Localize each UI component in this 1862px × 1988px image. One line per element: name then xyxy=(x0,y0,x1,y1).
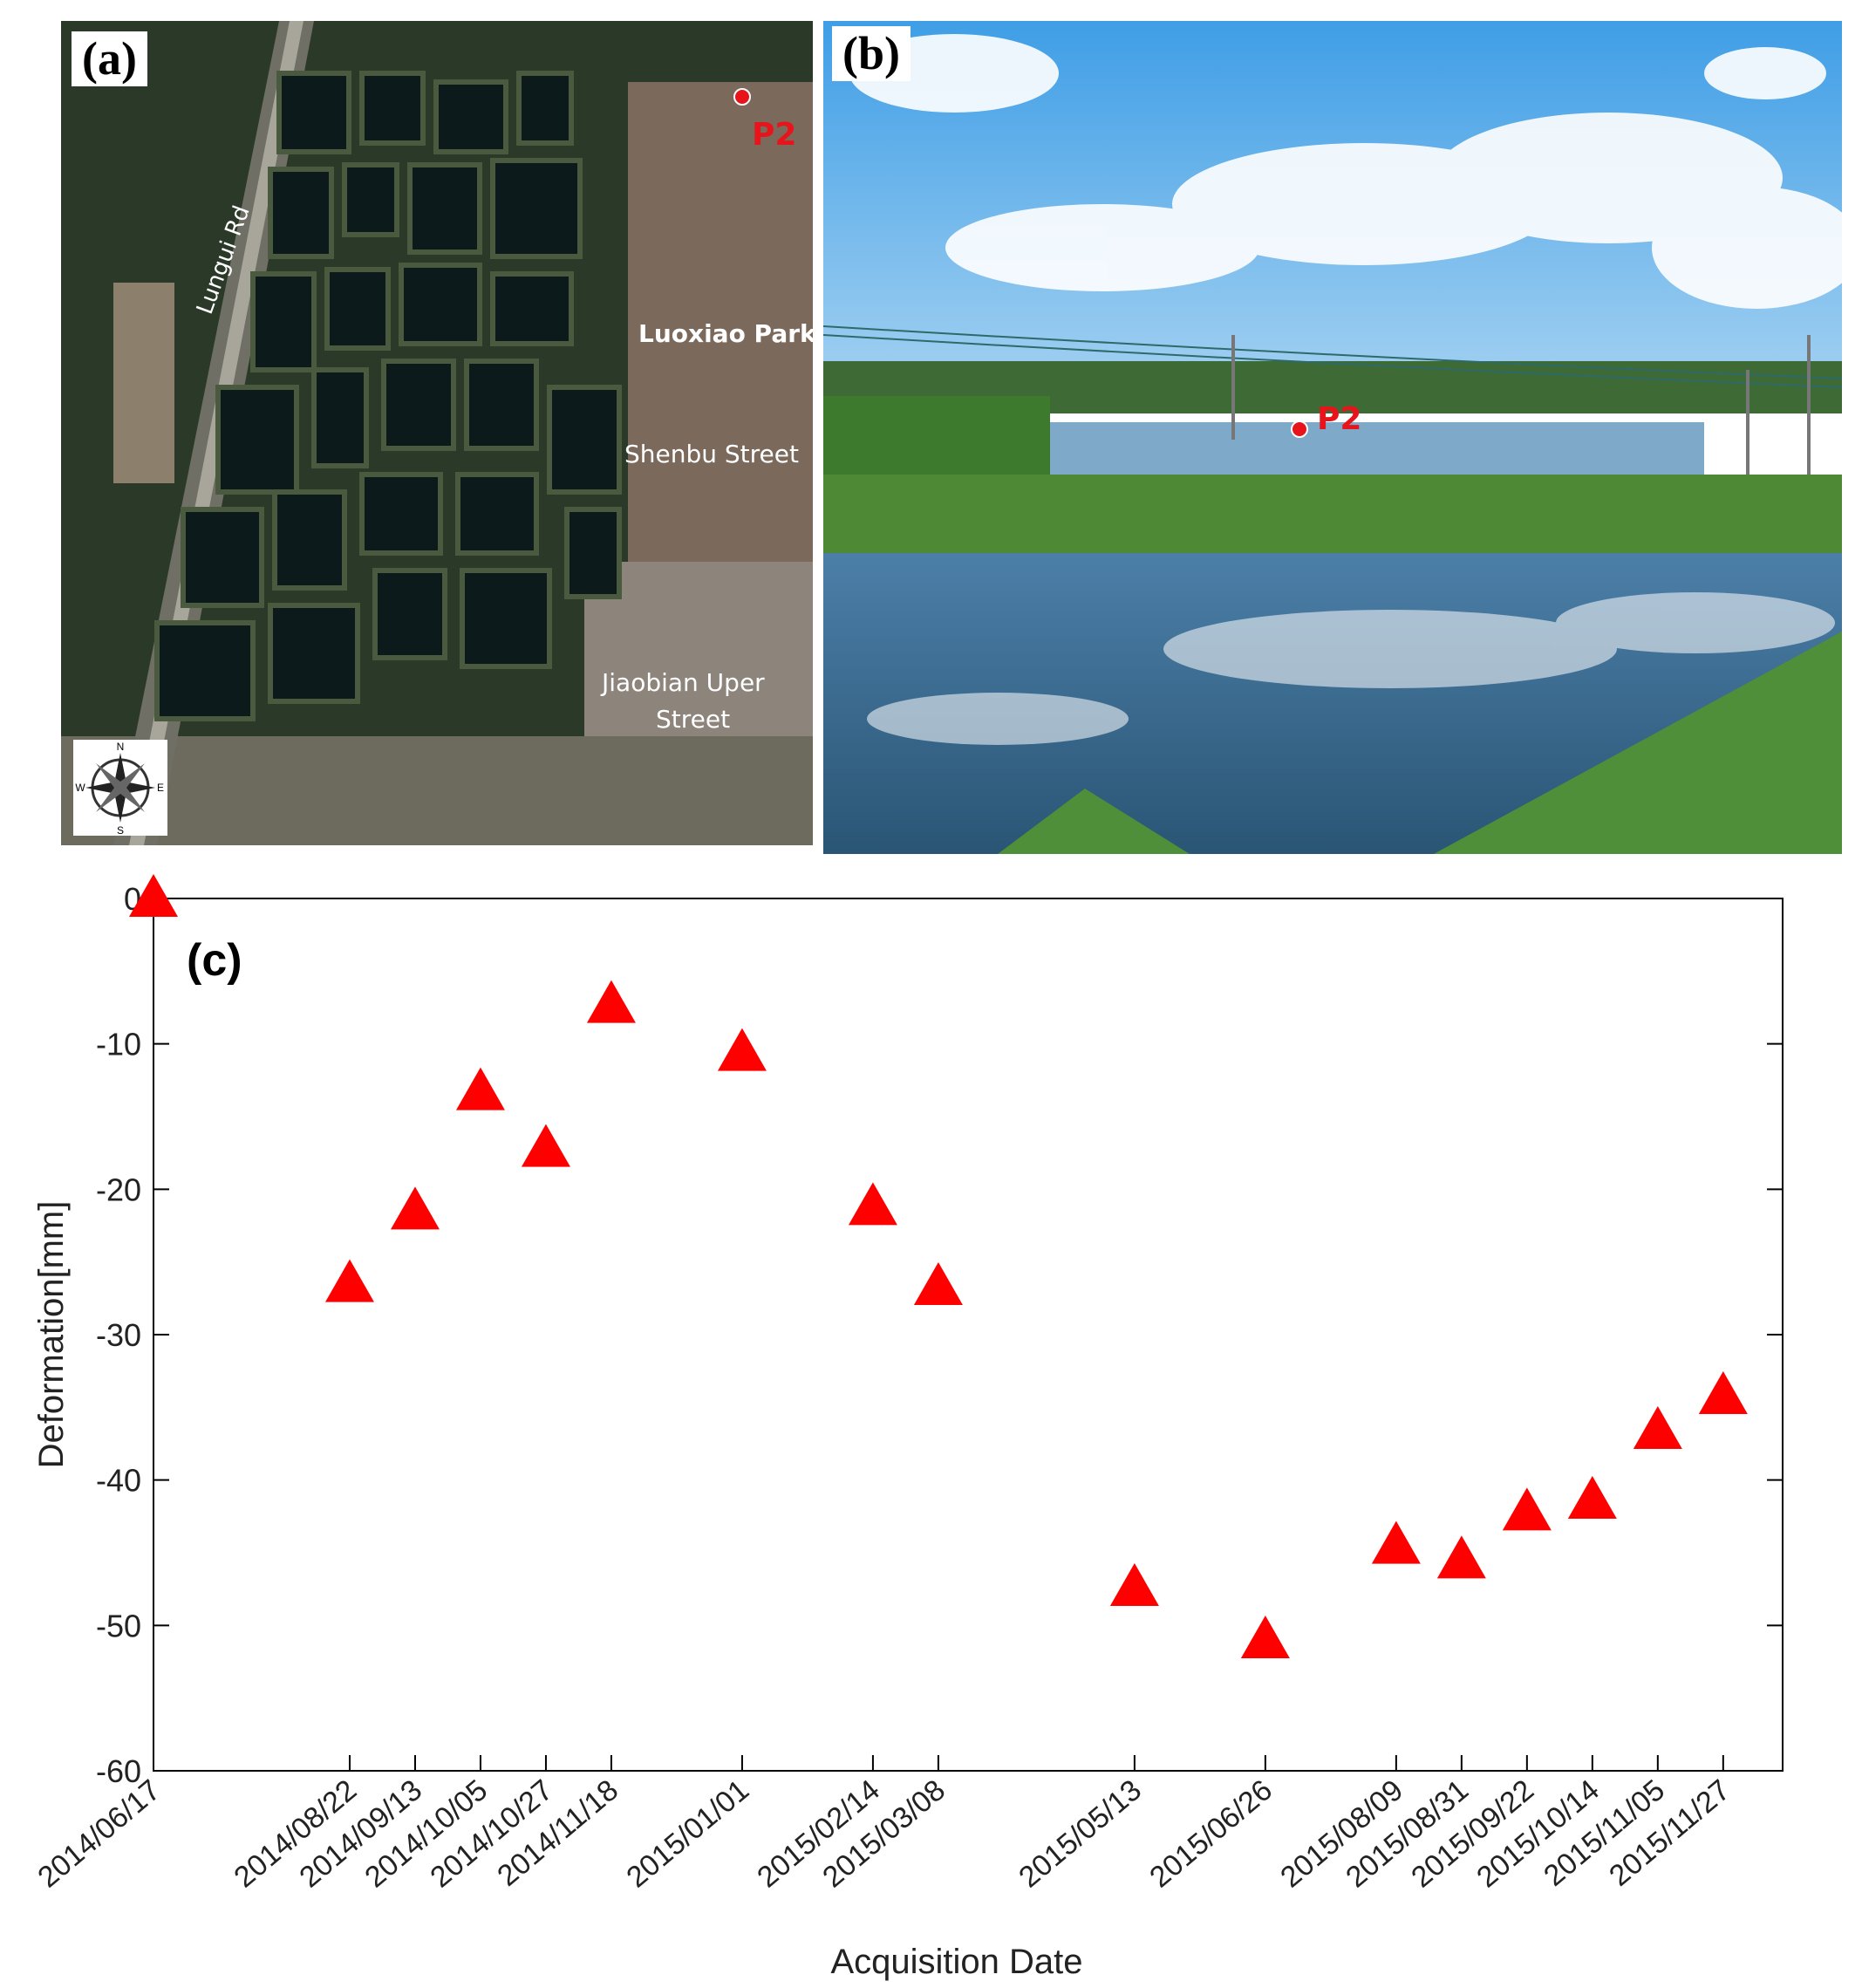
deformation-chart-svg: (c) 0-10-20-30-40-50-60 2014/06/17 2014/0… xyxy=(31,874,1784,1981)
data-point-marker xyxy=(1567,1476,1617,1519)
data-point-marker xyxy=(848,1182,897,1226)
shenbu-street-label: Shenbu Street xyxy=(624,440,799,468)
plot-frame xyxy=(153,898,1784,1772)
panel-label-b: (b) xyxy=(832,26,911,82)
y-tick-label: -10 xyxy=(96,1027,141,1062)
data-point-marker xyxy=(455,1067,505,1110)
y-axis-label: Deformation[mm] xyxy=(32,1201,71,1469)
data-point-marker xyxy=(390,1186,440,1230)
jiaobian-street-label-line2: Street xyxy=(656,705,731,734)
data-point-marker xyxy=(129,874,178,917)
compass-n: N xyxy=(117,741,125,753)
p2-photo-marker-dot xyxy=(1291,420,1308,438)
data-point-marker xyxy=(521,1124,570,1167)
data-point-marker xyxy=(717,1028,767,1071)
x-tick-label: 2015/01/01 xyxy=(620,1773,755,1894)
y-axis: 0-10-20-30-40-50-60 xyxy=(96,881,1783,1789)
compass-e: E xyxy=(157,782,164,794)
x-axis: 2014/06/17 2014/08/222014/09/132014/10/05… xyxy=(31,1755,1736,1895)
x-tick-label: 2014/06/17 xyxy=(31,1773,167,1894)
p2-marker-dot xyxy=(733,88,751,106)
compass-w: W xyxy=(75,782,85,794)
data-point-marker xyxy=(324,1259,374,1302)
y-tick-label: -20 xyxy=(96,1172,141,1207)
y-tick-label: -40 xyxy=(96,1463,141,1499)
data-point-marker xyxy=(1502,1487,1552,1531)
p2-photo-marker-label: P2 xyxy=(1317,401,1362,437)
x-tick-label: 2015/06/26 xyxy=(1143,1773,1279,1894)
data-point-marker xyxy=(586,980,636,1023)
data-point-marker xyxy=(1436,1535,1486,1579)
data-point-marker xyxy=(1698,1371,1748,1414)
data-point-marker xyxy=(1371,1520,1421,1564)
panel-label-a: (a) xyxy=(72,31,147,87)
data-point-marker xyxy=(913,1262,963,1305)
p2-marker-label: P2 xyxy=(752,117,797,153)
luoxiao-park-label: Luoxiao Park xyxy=(638,319,813,348)
y-tick-label: -30 xyxy=(96,1317,141,1353)
data-markers xyxy=(129,874,1748,1658)
landscape-photo-panel: (b) P2 xyxy=(823,21,1842,854)
x-axis-label: Acquisition Date xyxy=(830,1943,1082,1981)
satellite-map-image: N S E W xyxy=(61,21,813,845)
data-point-marker xyxy=(1240,1616,1290,1658)
x-tick-label: 2015/05/13 xyxy=(1013,1773,1148,1894)
satellite-map-panel: N S E W (a) Lungui Rd Luoxiao Park Shenb… xyxy=(61,21,813,845)
compass-s: S xyxy=(117,824,124,837)
compass-rose-icon: N S E W xyxy=(73,740,167,837)
deformation-chart: (c) 0 -10 -20 -30 -40 -50 -60 2014/06/17 2014/0… xyxy=(0,864,1862,1984)
y-tick-label: -60 xyxy=(96,1753,141,1789)
y-tick-label: -50 xyxy=(96,1608,141,1643)
jiaobian-street-label-line1: Jiaobian Uper xyxy=(602,668,765,697)
pond-landscape-photo xyxy=(823,21,1842,854)
data-point-marker xyxy=(1109,1563,1159,1606)
panel-label-c: (c) xyxy=(187,935,242,986)
data-point-marker xyxy=(1633,1406,1682,1449)
